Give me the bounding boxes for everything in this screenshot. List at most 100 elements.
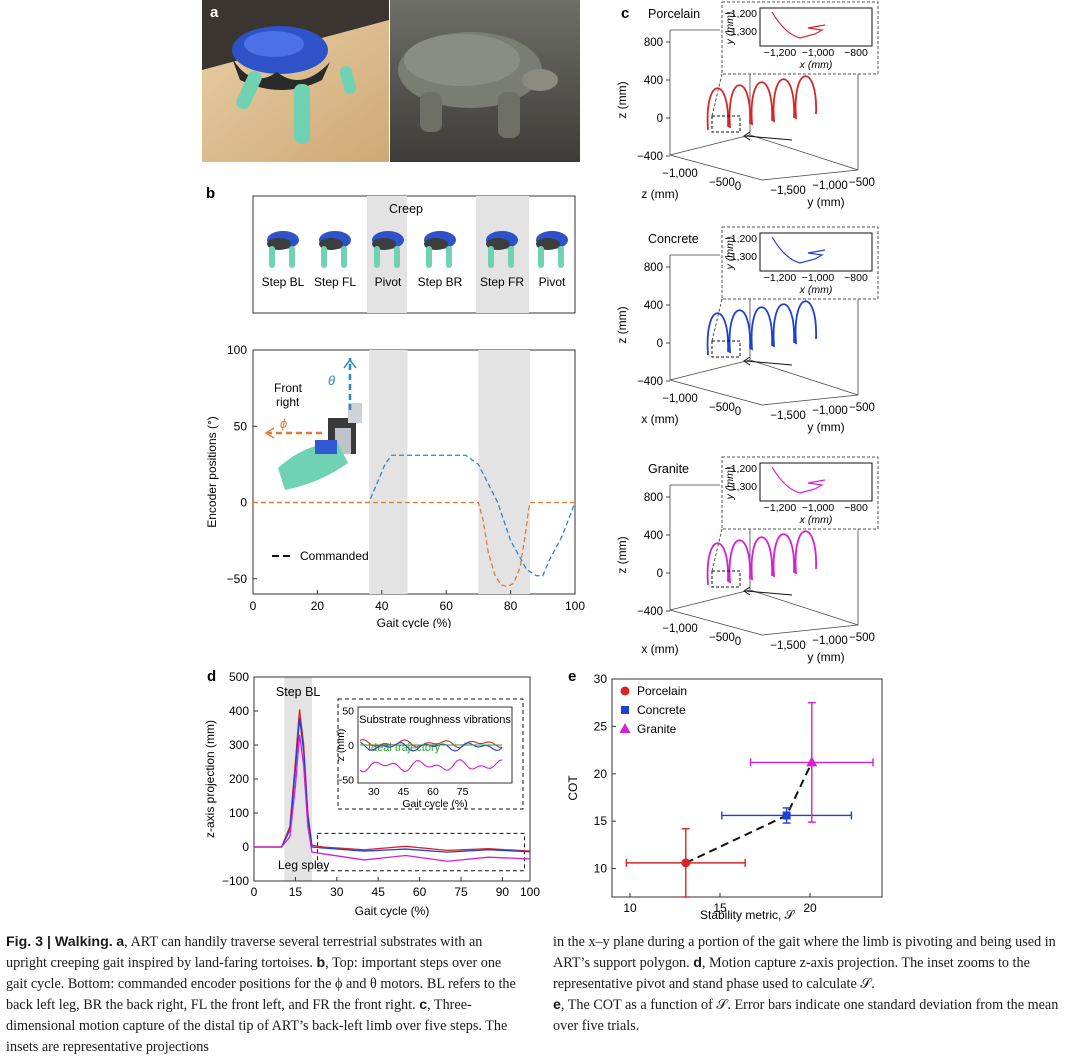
cot-ytick-label: 25 (594, 719, 608, 733)
gait-robot-2 (319, 231, 351, 268)
theta-label: θ (328, 373, 335, 388)
encoder-ytick-label: −50 (227, 572, 248, 586)
cot-xlabel: Stability metric, 𝒮 (700, 908, 796, 922)
caption-d-label: d (693, 955, 702, 971)
svg-text:Concrete: Concrete (637, 703, 686, 717)
inset-xtick: −1,200 (764, 502, 797, 514)
y-axis-tick: −1,500 (770, 185, 806, 197)
gait-step-label: Pivot (375, 275, 402, 289)
xy-inset: −1,200 −1,000 −800 −1,200 −1,300 x (mm) y (mm) (711, 226, 879, 342)
front-axis-tick: −500 (709, 402, 735, 414)
zproj-series-concrete (254, 717, 531, 853)
axis-edge (749, 134, 859, 171)
encoder-ytick-label: 0 (240, 496, 247, 510)
zproj-xtick-label: 30 (330, 885, 344, 899)
encoder-xtick-label: 0 (250, 599, 257, 613)
zproj-ytick-label: 300 (229, 738, 249, 752)
inset-ylabel: y (mm) (724, 467, 736, 501)
z-tick-label: 800 (644, 492, 663, 504)
inset-xlabel: x (mm) (799, 514, 833, 526)
zoom-arrow (745, 590, 793, 596)
caption-b-text: , Top: important steps over one gait cyc… (6, 955, 516, 1013)
zoom-box (711, 115, 741, 133)
axis-edge (669, 379, 763, 406)
gait-step-label: Step FR (480, 275, 524, 289)
zoom-arrow (745, 360, 793, 366)
cot-ytick-label: 10 (594, 862, 608, 876)
inset-xtick: −800 (844, 47, 868, 59)
zproj-ytick-label: 400 (229, 704, 249, 718)
panel-a: a (202, 0, 580, 162)
front-right-label-1: Front (274, 381, 303, 395)
gait-sequence-box (252, 195, 576, 314)
cot-point-granite (749, 701, 874, 823)
z-tick-label: 400 (644, 300, 663, 312)
y-axis-tick: −500 (849, 402, 875, 414)
front-axis-label: x (mm) (641, 642, 678, 656)
y-axis-tick: −1,000 (812, 635, 848, 647)
front-axis-tick: 0 (735, 406, 741, 418)
gait-robot-icons (267, 231, 568, 268)
trajectory-path (706, 300, 817, 356)
tortoise-photo (390, 0, 580, 162)
inset-xtick-label: 45 (398, 786, 410, 798)
gait-step-label: Step BL (262, 275, 305, 289)
caption-c-text: , Three-dimensional motion capture of th… (6, 997, 508, 1055)
cot-point-concrete (721, 807, 853, 824)
zoom-arrowhead (743, 131, 751, 141)
gait-step-label: Step FL (314, 275, 356, 289)
z-tick-label: 400 (644, 530, 663, 542)
caption-right: in the x–y plane during a portion of the… (553, 932, 1073, 1037)
zproj-ylabel: z-axis projection (mm) (203, 720, 217, 838)
zproj-xtick-label: 75 (454, 885, 468, 899)
panel-e: e 10 15 20 10 15 20 25 30 Stability metric, 𝒮 COT… (555, 665, 900, 925)
encoder-ytick-label: 100 (227, 343, 247, 357)
axis-edge (669, 134, 751, 156)
inset-xtick: −1,200 (764, 272, 797, 284)
zproj-xtick-label: 45 (372, 885, 386, 899)
cot-ylabel: COT (566, 775, 580, 801)
inset-ytick-label: 0 (348, 740, 354, 752)
panel-d-svg: d 0 15 30 45 60 75 90 100−1000100200300400500Ga… (203, 668, 540, 918)
encoder-xtick-label: 100 (565, 599, 585, 613)
cot-xtick-label: 20 (803, 901, 817, 915)
substrate-title: Concrete (648, 232, 699, 246)
axis-edge (669, 359, 751, 381)
cot-frame (611, 678, 883, 898)
axis-edge (761, 624, 859, 636)
zproj-ytick-label: 0 (242, 840, 249, 854)
front-axis-tick: −1,000 (662, 168, 698, 180)
panel-b: b Creep Step BL Step FL Pivot Step BR Step F… (200, 178, 586, 630)
z-tick-label: 400 (644, 75, 663, 87)
z-tick-label: 800 (644, 262, 663, 274)
cot-xtick-label: 10 (623, 901, 637, 915)
zproj-xlabel: Gait cycle (%) (355, 904, 430, 918)
encoder-series (253, 454, 576, 588)
encoder-series-2 (253, 501, 575, 588)
zoom-box (711, 340, 741, 358)
caption-fig-label: Fig. 3 | Walking. (6, 934, 113, 950)
inset-vibration-trace (359, 738, 503, 749)
gait-pivot-shade-1 (367, 196, 407, 313)
svg-text:Porcelain: Porcelain (637, 684, 687, 698)
zoom-arrowhead (743, 356, 751, 366)
gait-pivot-shade-2 (476, 196, 529, 313)
panel-c: c Porcelain 800 400 0 −400 z (mm) −1,000 −500 0 z… (600, 0, 1080, 665)
inset-xtick: −800 (844, 502, 868, 514)
inset-trace (771, 11, 826, 39)
panel-label-d: d (207, 668, 216, 685)
encoder-xtick-label: 80 (504, 599, 518, 613)
zproj-xtick-label: 90 (496, 885, 510, 899)
phi-label: ϕ (280, 416, 287, 431)
inset-xtick: −800 (844, 272, 868, 284)
inset-ytick: −1,300 (725, 26, 758, 38)
xy-inset: −1,200 −1,000 −800 −1,200 −1,300 x (mm) y (mm) (711, 456, 879, 572)
z-tick-label: 0 (657, 338, 663, 350)
svg-text:Granite: Granite (637, 722, 677, 736)
front-axis-tick: −1,000 (662, 623, 698, 635)
inset-ylabel: y (mm) (724, 12, 736, 46)
